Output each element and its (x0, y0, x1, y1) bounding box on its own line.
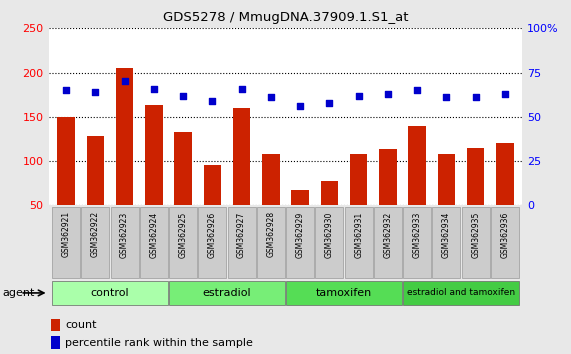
FancyBboxPatch shape (286, 281, 402, 305)
Text: GDS5278 / MmugDNA.37909.1.S1_at: GDS5278 / MmugDNA.37909.1.S1_at (163, 11, 408, 24)
Bar (320, 181, 338, 205)
Text: GSM362932: GSM362932 (383, 211, 392, 257)
Text: tamoxifen: tamoxifen (316, 288, 372, 298)
Bar (57, 117, 75, 205)
Point (442, 95, 451, 100)
Bar (145, 105, 163, 205)
Text: GSM362933: GSM362933 (413, 211, 421, 258)
FancyBboxPatch shape (52, 207, 80, 278)
Point (91, 89, 100, 95)
Text: GSM362934: GSM362934 (442, 211, 451, 258)
Text: GSM362935: GSM362935 (471, 211, 480, 258)
Text: control: control (91, 288, 129, 298)
Bar (291, 190, 309, 205)
FancyBboxPatch shape (344, 207, 373, 278)
Bar (467, 148, 484, 205)
Point (179, 93, 188, 98)
Text: GSM362923: GSM362923 (120, 211, 129, 257)
FancyBboxPatch shape (374, 207, 402, 278)
Point (208, 98, 217, 104)
Bar (408, 126, 426, 205)
Text: count: count (65, 320, 96, 330)
Text: GSM362925: GSM362925 (179, 211, 188, 257)
Text: GSM362928: GSM362928 (267, 211, 275, 257)
Bar (87, 136, 104, 205)
Bar (262, 154, 280, 205)
Point (325, 100, 334, 105)
Text: agent: agent (3, 288, 35, 298)
Bar (204, 166, 221, 205)
FancyBboxPatch shape (257, 207, 285, 278)
FancyBboxPatch shape (169, 207, 197, 278)
FancyBboxPatch shape (432, 207, 460, 278)
Point (237, 86, 246, 91)
FancyBboxPatch shape (81, 207, 110, 278)
Point (296, 103, 305, 109)
FancyBboxPatch shape (111, 207, 139, 278)
Bar (233, 108, 251, 205)
FancyBboxPatch shape (403, 207, 431, 278)
FancyBboxPatch shape (169, 281, 285, 305)
Text: GSM362927: GSM362927 (237, 211, 246, 257)
FancyBboxPatch shape (198, 207, 227, 278)
Text: GSM362931: GSM362931 (354, 211, 363, 257)
FancyBboxPatch shape (403, 281, 519, 305)
Bar (496, 143, 514, 205)
FancyBboxPatch shape (315, 207, 343, 278)
Point (471, 95, 480, 100)
Text: GSM362926: GSM362926 (208, 211, 217, 257)
Text: GSM362924: GSM362924 (150, 211, 158, 257)
Text: GSM362929: GSM362929 (296, 211, 304, 257)
Text: GSM362922: GSM362922 (91, 211, 100, 257)
FancyBboxPatch shape (140, 207, 168, 278)
Text: GSM362930: GSM362930 (325, 211, 334, 258)
Point (266, 95, 275, 100)
Text: GSM362921: GSM362921 (62, 211, 71, 257)
Bar (116, 68, 134, 205)
FancyBboxPatch shape (461, 207, 490, 278)
FancyBboxPatch shape (52, 281, 168, 305)
Bar (437, 154, 455, 205)
Point (413, 87, 422, 93)
Point (62, 87, 71, 93)
Bar (51, 336, 61, 349)
FancyBboxPatch shape (228, 207, 256, 278)
Text: estradiol: estradiol (203, 288, 251, 298)
FancyBboxPatch shape (491, 207, 519, 278)
Point (383, 91, 392, 97)
Point (500, 91, 509, 97)
Bar (350, 154, 367, 205)
Text: estradiol and tamoxifen: estradiol and tamoxifen (407, 289, 515, 297)
Bar (51, 319, 61, 331)
Point (120, 79, 129, 84)
Point (354, 93, 363, 98)
Text: GSM362936: GSM362936 (500, 211, 509, 258)
Point (149, 86, 158, 91)
FancyBboxPatch shape (286, 207, 314, 278)
Text: percentile rank within the sample: percentile rank within the sample (65, 338, 253, 348)
Bar (379, 149, 397, 205)
Bar (174, 132, 192, 205)
